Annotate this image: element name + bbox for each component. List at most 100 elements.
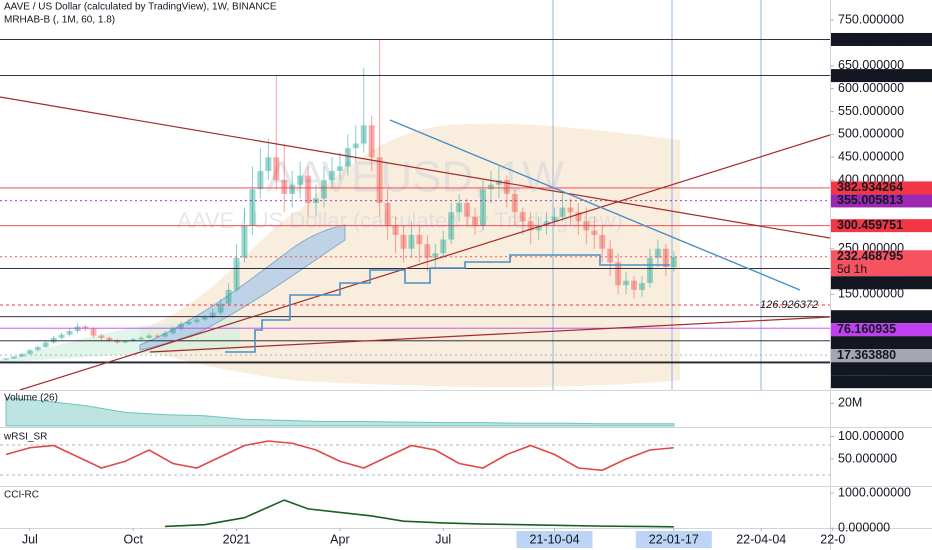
- price-label-box: [831, 276, 932, 290]
- candle-body: [654, 248, 661, 258]
- candle-body: [225, 289, 232, 304]
- candle-body: [320, 180, 327, 199]
- pane-title: Volume (26): [4, 393, 58, 404]
- candle-body: [646, 257, 653, 284]
- x-tick-label: 22-04-04: [736, 532, 786, 546]
- candle-body: [400, 235, 407, 249]
- candle-body: [511, 193, 518, 213]
- candle-body: [472, 216, 479, 226]
- y-tick-label: 150.000000: [838, 287, 904, 301]
- candle-body: [615, 262, 622, 286]
- candle-body: [464, 203, 471, 217]
- candle-body: [607, 248, 614, 263]
- x-tick-label: 22-0: [820, 532, 845, 546]
- pane-title: CCI-RC: [4, 490, 39, 501]
- candle-body: [106, 337, 113, 341]
- candle-body: [34, 347, 41, 351]
- x-tick-label: Jul: [435, 532, 451, 546]
- y-tick-label: 600.000000: [838, 81, 904, 95]
- candle-body: [217, 303, 224, 313]
- candle-body: [384, 203, 391, 226]
- price-label-box: [831, 194, 932, 208]
- rsi-pane: [0, 440, 830, 476]
- y-tick-label: 50.000000: [838, 451, 897, 465]
- y-tick-label: 450.000000: [838, 150, 904, 164]
- candle-body: [392, 225, 399, 236]
- price-label-box: [831, 310, 932, 324]
- trend-line: [149, 316, 830, 353]
- price-label-box: [831, 362, 932, 376]
- candle-body: [257, 170, 264, 190]
- price-pane: 126.926372: [0, 39, 830, 364]
- y-tick-label: 750.000000: [838, 12, 904, 26]
- candle-body: [432, 253, 439, 258]
- decorations: AAVEUSD, 1W AAVE / US Dollar (calculated…: [0, 0, 762, 390]
- candle-body: [575, 212, 582, 222]
- candle-body: [456, 203, 463, 213]
- price-label-box: [831, 336, 932, 350]
- candle-body: [122, 341, 129, 343]
- candle-body: [336, 166, 343, 171]
- trend-line: [19, 134, 830, 390]
- candle-body: [185, 321, 192, 325]
- price-label-box: [831, 323, 932, 337]
- price-label: 206.817161: [837, 275, 903, 289]
- candle-body: [10, 356, 17, 359]
- candle-body: [344, 148, 351, 167]
- candle-body: [233, 257, 240, 290]
- candle-body: [42, 342, 49, 348]
- y-tick-label: 0.000000: [838, 521, 890, 535]
- candle-body: [638, 283, 645, 290]
- price-label-box: [831, 375, 932, 389]
- y-tick-label: 550.000000: [838, 104, 904, 118]
- x-tick-highlight: [635, 531, 712, 548]
- candle-body: [567, 207, 574, 213]
- candle-body: [154, 335, 161, 337]
- candle-body: [328, 170, 335, 181]
- candle-body: [559, 207, 566, 217]
- candle-body: [352, 143, 359, 149]
- candle-body: [408, 235, 415, 249]
- candle-body: [201, 317, 208, 320]
- annotation-label: 126.926372: [760, 299, 818, 311]
- x-tick-label: Apr: [330, 532, 349, 546]
- candle-body: [26, 350, 33, 354]
- candle-body: [3, 358, 10, 360]
- indicator-title: MRHAB-B (, 1M, 60, 1.8): [4, 15, 115, 26]
- price-label-box: [831, 181, 932, 195]
- volume-area: [5, 397, 675, 427]
- price-label: 707.674443: [837, 32, 903, 46]
- candle-body: [519, 212, 526, 222]
- watermark-subtitle: AAVE / US Dollar (calculated by TradingV…: [177, 208, 623, 233]
- candle-body: [623, 280, 630, 286]
- x-tick-label: 22-01-17: [649, 532, 699, 546]
- indicator-line: [164, 499, 674, 528]
- x-tick-highlight: [516, 531, 593, 548]
- candle-body: [503, 180, 510, 194]
- price-label: 300.459751: [837, 218, 903, 232]
- price-label-box: [831, 69, 932, 83]
- price-label: 2.303548: [837, 361, 889, 375]
- candle-body: [495, 180, 502, 185]
- drawings: [0, 96, 830, 390]
- y-tick-label: 650.000000: [838, 58, 904, 72]
- y-tick-label: 20M: [838, 396, 862, 410]
- candle-body: [169, 328, 176, 334]
- price-label: 232.468795: [837, 249, 903, 263]
- price-label-box: [831, 250, 932, 277]
- countdown: 5d 1h: [837, 262, 867, 276]
- y-tick-label: 100.000000: [838, 429, 904, 443]
- candle-body: [551, 216, 558, 222]
- candle-body: [90, 328, 97, 336]
- candle-body: [376, 157, 383, 204]
- candle-body: [416, 235, 423, 245]
- x-tick-label: Oct: [123, 532, 143, 546]
- candle-body: [535, 225, 542, 231]
- candle-body: [249, 189, 256, 226]
- candle-body: [265, 157, 272, 171]
- candle-body: [193, 319, 200, 322]
- price-label: 101.345455: [837, 309, 903, 323]
- candle-body: [289, 184, 296, 194]
- candle-body: [273, 157, 280, 181]
